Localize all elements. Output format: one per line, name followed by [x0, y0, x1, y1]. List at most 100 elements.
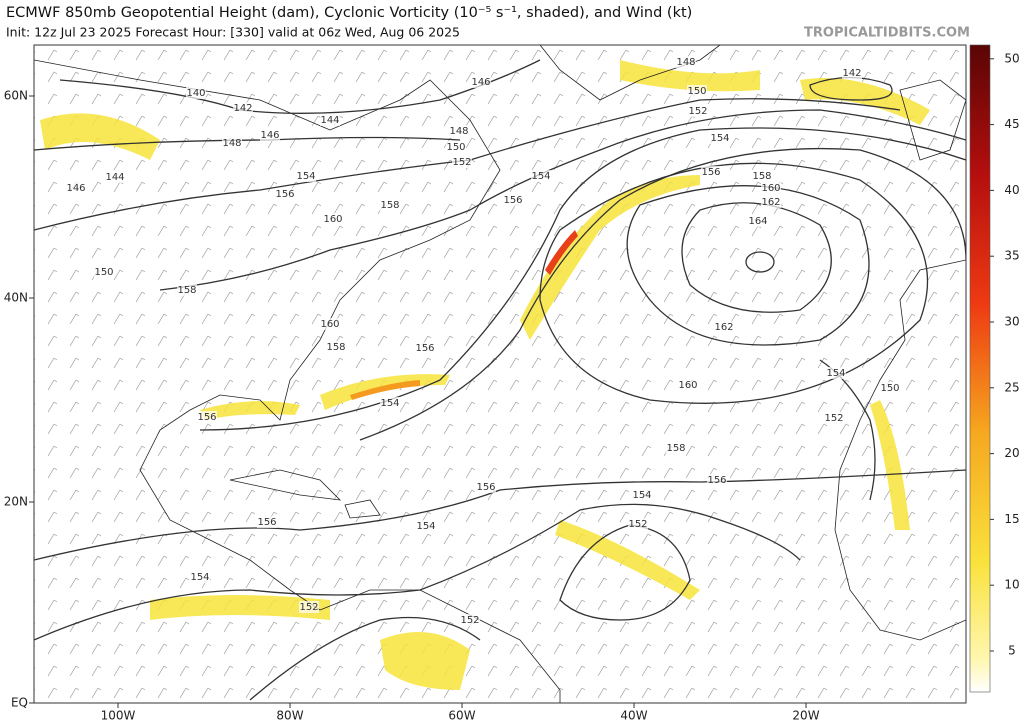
- contour-label: 156: [275, 189, 294, 200]
- contour-label-bg: [710, 132, 730, 144]
- contour-label: 156: [701, 167, 720, 178]
- contour-label: 164: [748, 216, 767, 227]
- colorbar-label: 45: [1004, 117, 1019, 131]
- latitude-label: EQ: [11, 696, 28, 710]
- contour-label-bg: [714, 321, 734, 333]
- contour-label: 146: [471, 77, 490, 88]
- contour-label: 142: [842, 68, 861, 79]
- contour-label: 158: [380, 200, 399, 211]
- contour-label: 156: [197, 412, 216, 423]
- contour-label: 144: [105, 172, 124, 183]
- contour-label: 158: [666, 443, 685, 454]
- contour-label: 152: [688, 106, 707, 117]
- contour-label-bg: [299, 601, 319, 613]
- longitude-label: 60W: [448, 709, 475, 723]
- contour-label: 160: [320, 319, 339, 330]
- colorbar-label: 20: [1004, 446, 1019, 460]
- contour-label-bg: [320, 114, 340, 126]
- contour-label: 150: [446, 142, 465, 153]
- longitude-label: 80W: [276, 709, 303, 723]
- contour-label-bg: [503, 194, 523, 206]
- contour-label: 152: [824, 413, 843, 424]
- contour-label-bg: [471, 76, 491, 88]
- contour-label-bg: [826, 367, 846, 379]
- contour-label-bg: [476, 481, 496, 493]
- contour-label-bg: [880, 382, 900, 394]
- contour-label-bg: [380, 199, 400, 211]
- contour-label: 156: [503, 195, 522, 206]
- latitude-label: 20N: [4, 495, 28, 509]
- contour-label-bg: [748, 215, 768, 227]
- contour-label: 152: [460, 615, 479, 626]
- contour-label: 150: [880, 383, 899, 394]
- contour-label: 162: [761, 197, 780, 208]
- land-outlines: [34, 45, 966, 703]
- contour-label: 154: [710, 133, 729, 144]
- contour-label-bg: [415, 342, 435, 354]
- contour-label: 152: [628, 519, 647, 530]
- contour-label: 158: [752, 171, 771, 182]
- contour-label: 152: [299, 602, 318, 613]
- latitude-label: 60N: [4, 89, 28, 103]
- contour-label: 154: [531, 171, 550, 182]
- contour-label: 146: [260, 130, 279, 141]
- contour-label: 156: [707, 475, 726, 486]
- contour-label: 150: [94, 267, 113, 278]
- contour-label: 146: [66, 183, 85, 194]
- contour-label-bg: [707, 474, 727, 486]
- contour-label-bg: [761, 182, 781, 194]
- contour-label-bg: [94, 266, 114, 278]
- title: ECMWF 850mb Geopotential Height (dam), C…: [6, 5, 692, 21]
- contour-label-bg: [688, 105, 708, 117]
- contour-label: 156: [415, 343, 434, 354]
- contour-label-bg: [460, 614, 480, 626]
- site-credit: TROPICALTIDBITS.COM: [804, 26, 970, 41]
- map-frame: [33, 44, 967, 704]
- contour-label: 160: [761, 183, 780, 194]
- contour-label: 142: [233, 103, 252, 114]
- contour-label-bg: [257, 516, 277, 528]
- contour-label: 154: [296, 171, 315, 182]
- subtitle: Init: 12z Jul 23 2025 Forecast Hour: [33…: [6, 25, 460, 40]
- contour-label-bg: [449, 125, 469, 137]
- contour-label-bg: [275, 188, 295, 200]
- colorbar-label: 15: [1004, 512, 1019, 526]
- contour-label-bg: [380, 397, 400, 409]
- contour-label-bg: [632, 489, 652, 501]
- contour-label-bg: [66, 182, 86, 194]
- contour-label-bg: [326, 341, 346, 353]
- contour-label: 154: [632, 490, 651, 501]
- latitude-label: 40N: [4, 291, 28, 305]
- contour-label-bg: [197, 411, 217, 423]
- contour-label-bg: [222, 137, 242, 149]
- contour-label: 162: [714, 322, 733, 333]
- wind-barbs: [34, 45, 966, 703]
- contour-label-bg: [531, 170, 551, 182]
- longitude-label: 20W: [792, 709, 819, 723]
- colorbar-label: 35: [1004, 249, 1019, 263]
- contour-label-bg: [842, 67, 862, 79]
- contour-label: 154: [190, 572, 209, 583]
- colorbar-label: 10: [1004, 578, 1019, 592]
- contour-label: 160: [678, 380, 697, 391]
- colorbar: [969, 44, 991, 693]
- contour-label: 150: [687, 86, 706, 97]
- contour-label-bg: [678, 379, 698, 391]
- map-area: 146 148 142 150 152 154 140 142 144 146 148 148 150 1…: [34, 45, 966, 703]
- contour-label-bg: [666, 442, 686, 454]
- contour-label: 160: [323, 214, 342, 225]
- colorbar-label: 40: [1004, 183, 1019, 197]
- contour-label-bg: [676, 56, 696, 68]
- colorbar-label: 50: [1004, 51, 1019, 65]
- contour-label-bg: [186, 87, 206, 99]
- contour-label: 156: [257, 517, 276, 528]
- contour-label: 148: [676, 57, 695, 68]
- contour-label-bg: [628, 518, 648, 530]
- contour-label: 144: [320, 115, 339, 126]
- contour-label-bg: [296, 170, 316, 182]
- longitude-label: 40W: [620, 709, 647, 723]
- contour-label: 140: [186, 88, 205, 99]
- contour-label: 152: [452, 157, 471, 168]
- contour-label-bg: [452, 156, 472, 168]
